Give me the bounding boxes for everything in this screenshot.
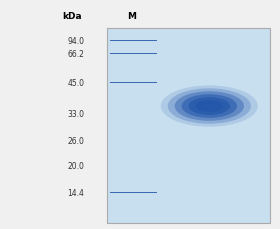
- Ellipse shape: [168, 89, 251, 124]
- FancyBboxPatch shape: [107, 29, 270, 223]
- Ellipse shape: [161, 86, 258, 127]
- Text: 66.2: 66.2: [68, 50, 85, 59]
- FancyBboxPatch shape: [109, 54, 157, 55]
- Text: kDa: kDa: [62, 12, 82, 21]
- FancyBboxPatch shape: [109, 82, 157, 83]
- Ellipse shape: [188, 98, 230, 115]
- Text: 45.0: 45.0: [67, 78, 85, 87]
- Text: M: M: [127, 12, 136, 21]
- FancyBboxPatch shape: [109, 192, 157, 193]
- Ellipse shape: [195, 101, 223, 112]
- Text: 94.0: 94.0: [67, 36, 85, 45]
- Ellipse shape: [175, 92, 244, 121]
- FancyBboxPatch shape: [109, 165, 157, 166]
- Text: 20.0: 20.0: [68, 161, 85, 170]
- FancyBboxPatch shape: [109, 114, 157, 115]
- FancyBboxPatch shape: [109, 140, 157, 141]
- Text: 14.4: 14.4: [68, 188, 85, 197]
- Ellipse shape: [182, 95, 237, 118]
- Text: 33.0: 33.0: [67, 110, 85, 119]
- Text: 26.0: 26.0: [68, 136, 85, 145]
